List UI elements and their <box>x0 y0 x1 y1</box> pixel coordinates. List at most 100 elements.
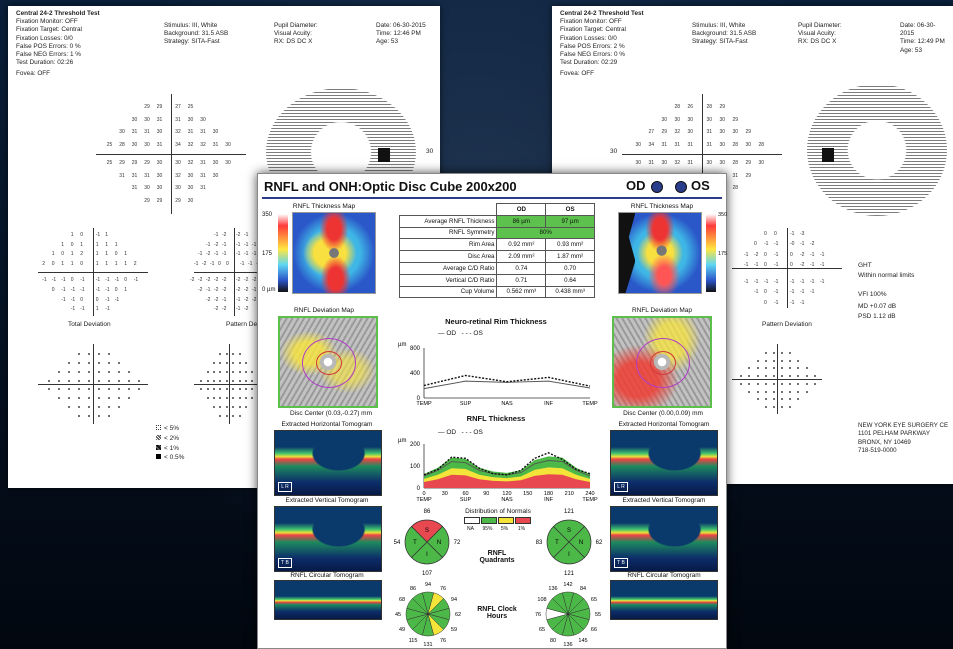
probability-symbol <box>781 375 784 378</box>
od-scan-circle <box>302 338 356 388</box>
probability-symbol <box>118 406 120 409</box>
os-eye-icon <box>675 181 687 193</box>
vf-value: 1 <box>124 261 128 268</box>
probability-symbol <box>244 406 247 409</box>
probability-symbol <box>813 375 816 378</box>
probability-symbol <box>98 415 100 418</box>
probability-symbol <box>772 359 775 362</box>
probability-symbol <box>213 406 216 409</box>
probability-symbol <box>756 390 759 393</box>
vf-value: 1 <box>95 241 99 248</box>
probability-symbol <box>797 398 800 401</box>
vf-value: -1 <box>810 289 815 295</box>
oct-rnfl-report: RNFL and ONH:Optic Disc Cube 200x200 OD … <box>257 173 727 649</box>
vf-left-col1-line: Fixation Target: Central <box>16 26 82 34</box>
tomo-orientation-icon: L R <box>278 482 292 492</box>
x-region-label: TEMP <box>582 497 598 503</box>
os-disc-center: Disc Center (0.00,0.09) mm <box>623 410 703 417</box>
vf-right-col2-line: Background: 31.5 ASB <box>692 30 757 38</box>
swatch-5 <box>498 517 514 524</box>
vf-value: 0 <box>774 230 777 237</box>
vf-value: -2 <box>244 306 249 313</box>
vf-value: 0 <box>764 262 767 268</box>
vf-value: 0 <box>754 241 757 247</box>
vf-value: 1 <box>80 241 84 248</box>
probability-symbol <box>200 388 203 391</box>
probability-symbol <box>789 351 792 354</box>
address-line: 1101 PELHAM PARKWAY <box>858 430 930 438</box>
probability-symbol <box>108 415 110 418</box>
vf-value: 30 <box>719 129 726 136</box>
vf-left-col4-line: Age: 53 <box>376 38 399 46</box>
probability-symbol <box>219 406 222 409</box>
probability-symbol <box>238 352 241 355</box>
vf-value: -1 <box>236 306 241 313</box>
vf-value: 30 <box>131 116 138 123</box>
rim-legend-od: OD <box>446 330 457 337</box>
probability-symbol <box>740 375 743 378</box>
vf-left-col4-line: Time: 12:46 PM <box>376 30 421 38</box>
vf-value: 29 <box>156 197 163 204</box>
probability-symbol <box>206 388 209 391</box>
quadrant-value-i: 107 <box>422 571 433 577</box>
probability-symbol <box>88 361 90 364</box>
legend-item-05: < 0.5% <box>156 453 184 463</box>
vf-right-pattern-deviation-grid: 0 0 -1 -3 0 -1 -1 -0 -1 -2 -1 -2 0 -1 0 -2 -1 -1 -1 -1 0 -1 0-… <box>732 228 842 308</box>
vf-value: 25 <box>106 141 113 148</box>
vf-right-col2-line: Strategy: SITA-Fast <box>692 38 748 46</box>
vf-value: 32 <box>187 141 194 148</box>
vf-left-col1-line: Fixation Losses: 0/0 <box>16 34 73 42</box>
vf-value: -1 <box>80 276 85 283</box>
probability-symbol <box>200 379 203 382</box>
probability-symbol <box>78 361 80 364</box>
quadrant-s <box>552 519 586 543</box>
vf-value: -1 <box>105 296 110 303</box>
vf-left-title: Central 24-2 Threshold Test <box>16 10 100 17</box>
probability-symbol <box>764 359 767 362</box>
vf-value: -2 <box>252 276 257 283</box>
vf-value: 31 <box>732 172 739 179</box>
distribution-swatches <box>464 517 531 524</box>
vf-value: 2 <box>133 261 137 268</box>
probability-symbol <box>68 397 70 400</box>
vf-right-indices: GHT Within normal limits VFI 100% MD +0.… <box>858 261 914 322</box>
os-color-scale <box>706 214 716 292</box>
vf-value: -1 <box>774 262 779 268</box>
quadrant-n <box>568 525 592 559</box>
vf-right-axis-label: 30 <box>610 148 618 155</box>
vf-value: 34 <box>648 141 655 148</box>
vf-value: 0 <box>61 251 65 258</box>
vf-value: -2 <box>236 231 241 238</box>
vf-left-total-deviation-label: Total Deviation <box>68 321 111 328</box>
vf-value: 1 <box>114 261 118 268</box>
grid-vertical-axis <box>229 344 230 424</box>
vf-value: 28 <box>758 141 765 148</box>
vf-value: 30 <box>706 116 713 123</box>
clock-hour-value: 86 <box>410 586 416 592</box>
vf-value: 0 <box>51 286 55 293</box>
vf-value: 31 <box>706 129 713 136</box>
vf-value: -1 <box>240 261 245 268</box>
od-quadrant-pie: S 86 N 72 I 107 T 54 <box>394 509 460 577</box>
clock-hour-value: 131 <box>423 642 432 648</box>
probability-symbol <box>781 390 784 393</box>
vf-value: 30 <box>225 141 231 148</box>
vf-right-col2: Stimulus: III, White Background: 31.5 AS… <box>692 22 756 47</box>
vf-value: -1 <box>820 251 825 258</box>
x-tick-label: TEMP <box>582 401 598 407</box>
vf-value: -1 <box>252 286 257 293</box>
probability-symbol <box>764 406 767 409</box>
probability-symbol <box>244 379 247 382</box>
vf-value: -1 <box>244 241 249 248</box>
probability-symbol <box>238 397 241 400</box>
vf-left-blindspot <box>378 148 390 162</box>
probability-symbol <box>225 406 228 409</box>
grid-vertical-axis <box>787 228 788 308</box>
vf-left-col2: Stimulus: III, White Background: 31.5 AS… <box>164 22 228 47</box>
vf-value: -1 <box>222 251 227 258</box>
probability-symbol <box>789 375 792 378</box>
quadrants-title: RNFL Quadrants <box>479 550 515 564</box>
distribution-label: NA <box>467 526 474 532</box>
probability-symbol <box>225 352 228 355</box>
probability-symbol <box>238 379 241 382</box>
